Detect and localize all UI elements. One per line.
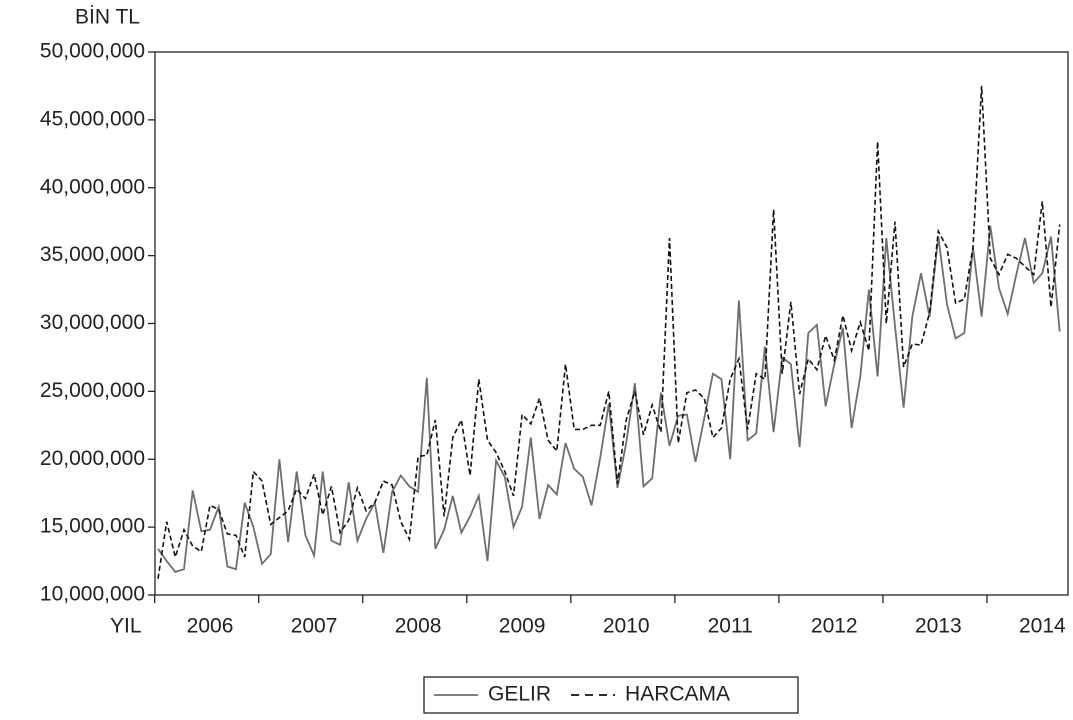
y-tick-label: 15,000,000 — [40, 515, 145, 538]
y-tick-label: 20,000,000 — [40, 447, 145, 470]
y-tick-label: 40,000,000 — [40, 175, 145, 198]
x-tick-label: 2008 — [395, 615, 442, 638]
legend-label: HARCAMA — [625, 683, 730, 706]
x-tick-label: 2014 — [1019, 615, 1066, 638]
x-tick-label: 2013 — [915, 615, 962, 638]
y-tick-label: 35,000,000 — [40, 243, 145, 266]
y-axis-label: BİN TL — [75, 6, 140, 29]
x-tick-label: 2010 — [603, 615, 650, 638]
x-axis-label: YIL — [110, 615, 142, 638]
x-tick-label: 2006 — [187, 615, 234, 638]
y-tick-label: 25,000,000 — [40, 379, 145, 402]
x-tick-label: 2012 — [811, 615, 858, 638]
x-tick-label: 2007 — [291, 615, 338, 638]
x-tick-label: 2009 — [499, 615, 546, 638]
legend-label: GELIR — [488, 683, 551, 706]
y-tick-label: 45,000,000 — [40, 107, 145, 130]
y-tick-label: 30,000,000 — [40, 311, 145, 334]
legend-box — [423, 676, 799, 714]
y-tick-label: 10,000,000 — [40, 583, 145, 606]
y-tick-label: 50,000,000 — [40, 40, 145, 63]
x-tick-label: 2011 — [708, 615, 753, 638]
series-line — [157, 85, 1061, 579]
series-line — [157, 225, 1061, 573]
